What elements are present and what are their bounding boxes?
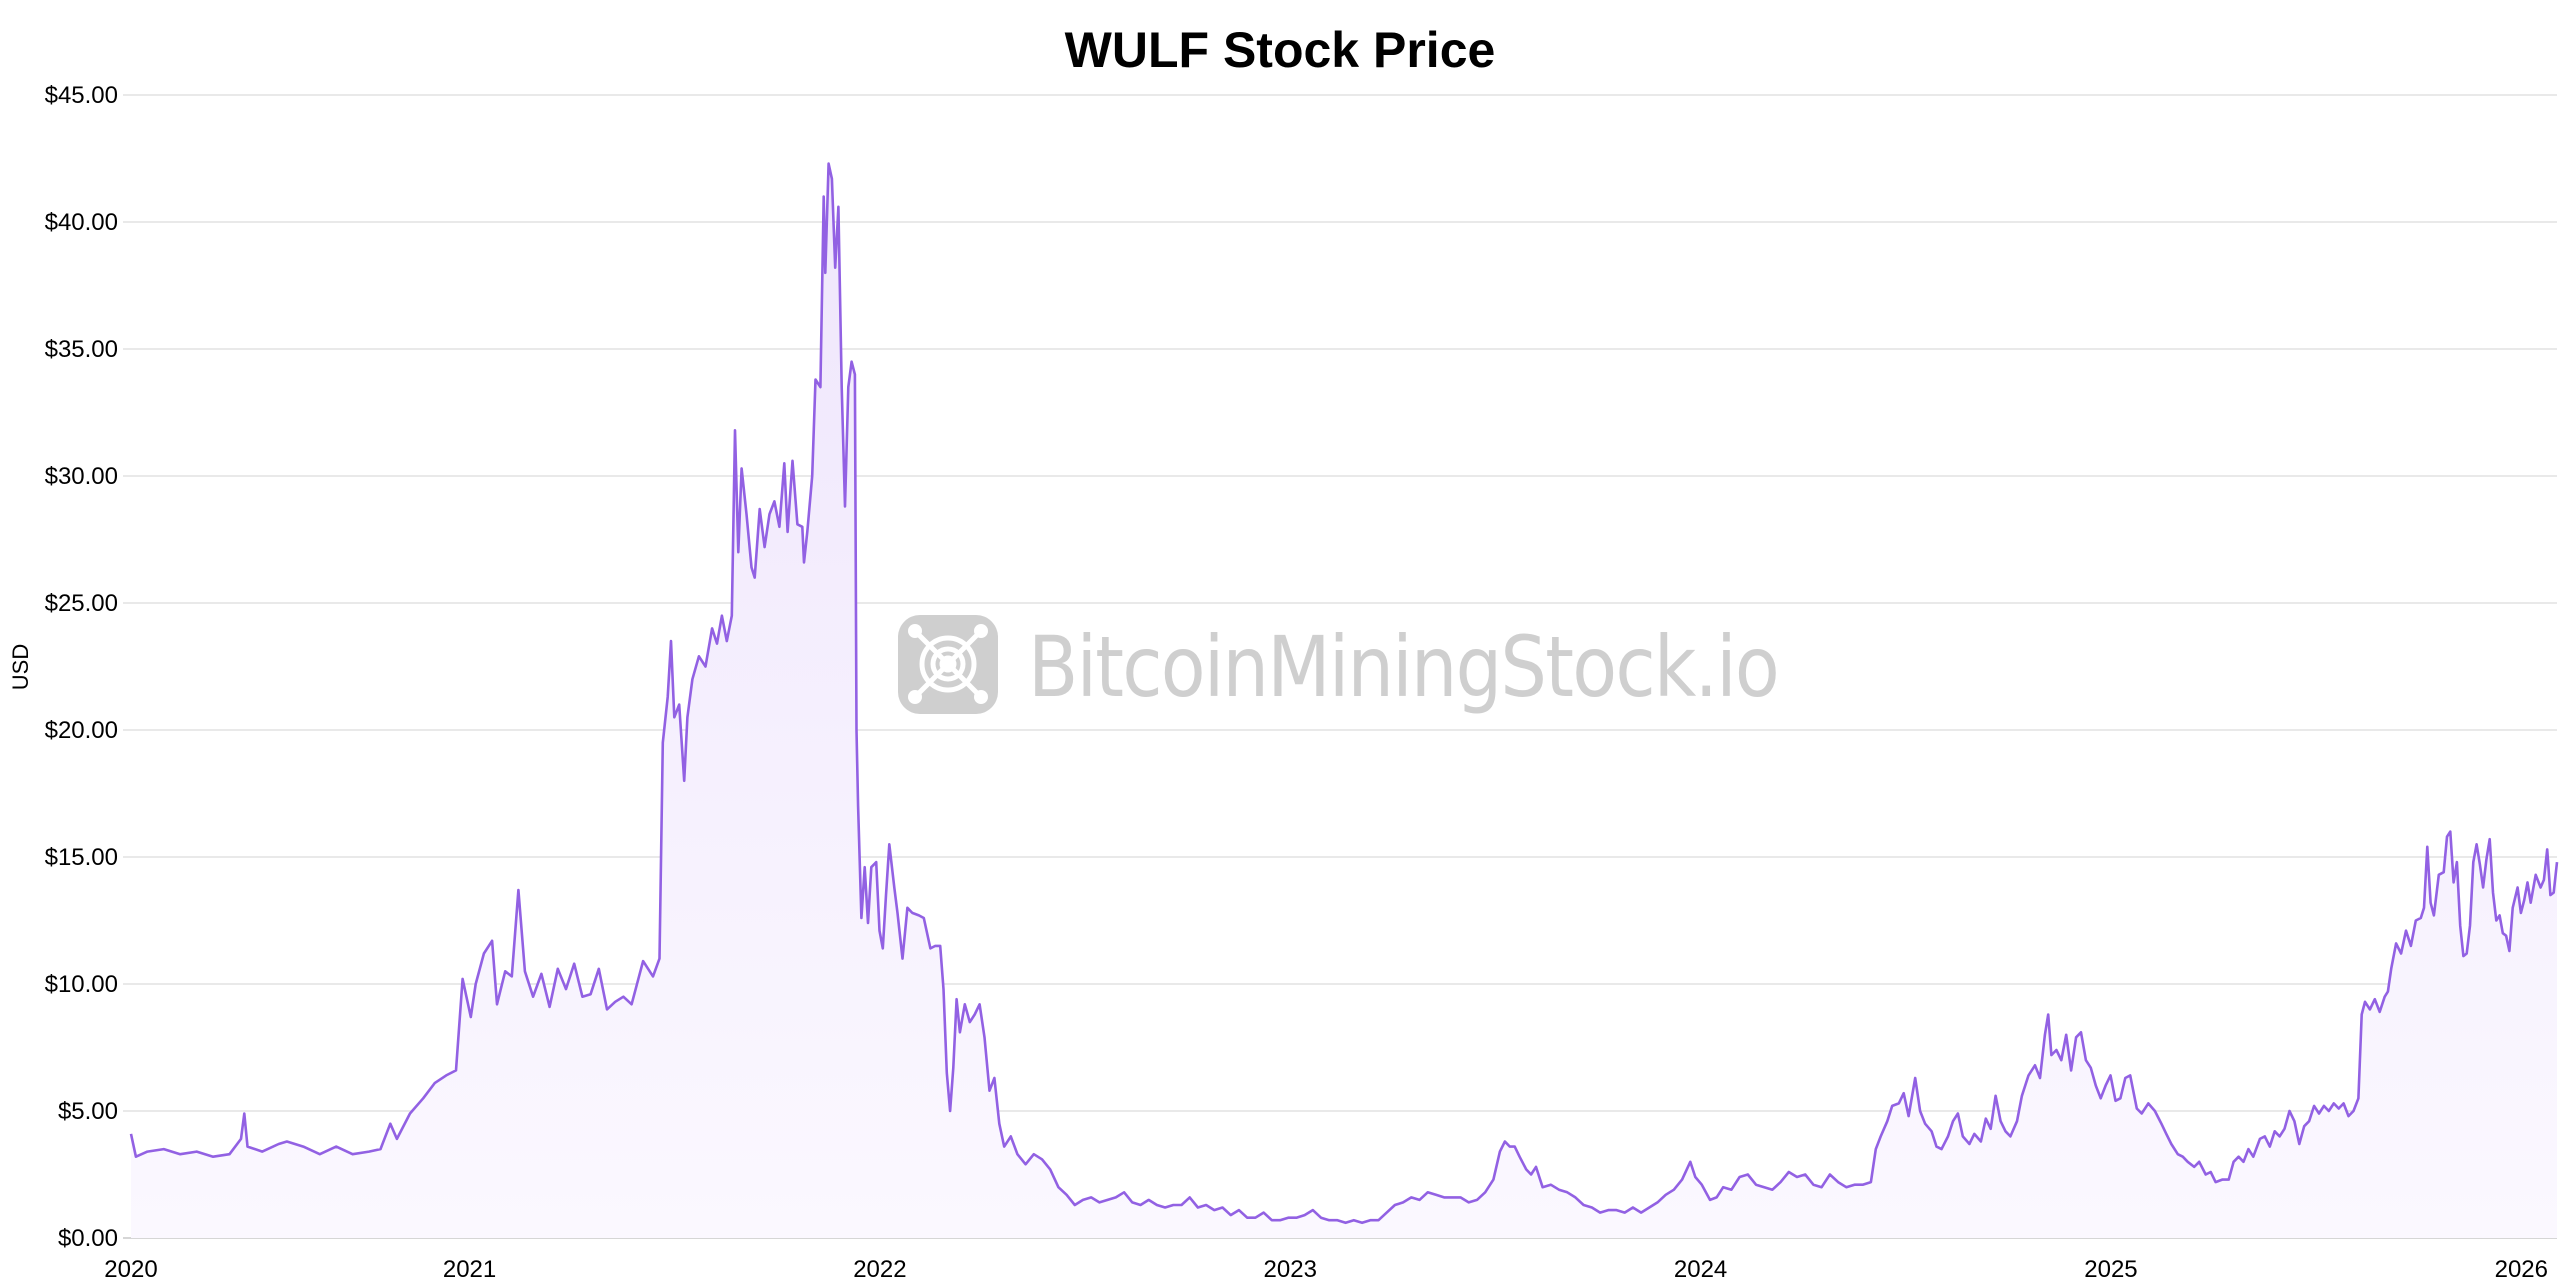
x-tick-label: 2025	[2084, 1256, 2137, 1280]
price-line	[129, 162, 2559, 1225]
y-tick-label: $10.00	[45, 971, 118, 998]
y-tick-label: $45.00	[45, 82, 118, 109]
y-tick-label: $25.00	[45, 590, 118, 617]
y-tick-label: $40.00	[45, 209, 118, 236]
x-tick-label: 2023	[1264, 1256, 1317, 1280]
y-axis-ticks: $0.00 $5.00 $10.00 $15.00 $20.00 $25.00 $30.00…	[45, 82, 118, 1252]
y-tick-label: $5.00	[58, 1098, 118, 1125]
price-area-fill	[131, 163, 2557, 1239]
watermark-text: BitcoinMiningStock.io	[1028, 618, 1778, 716]
x-tick-label: 2020	[104, 1256, 157, 1280]
y-tick-label: $15.00	[45, 844, 118, 871]
y-tick-label: $20.00	[45, 717, 118, 744]
y-tick-label: $30.00	[45, 463, 118, 490]
x-tick-label: 2026	[2495, 1256, 2548, 1280]
watermark-logo-glyph	[914, 630, 982, 698]
x-tick-label: 2024	[1674, 1256, 1727, 1280]
x-tick-label: 2022	[853, 1256, 906, 1280]
x-tick-label: 2021	[443, 1256, 496, 1280]
y-tick-label: $35.00	[45, 336, 118, 363]
watermark-logo-nodes	[908, 624, 988, 704]
x-axis-ticks: 2020 2021 2022 2023 2024 2025 2026	[104, 1256, 2548, 1280]
y-axis-label: USD	[8, 644, 33, 690]
watermark: BitcoinMiningStock.io	[898, 615, 1780, 716]
chart-title: WULF Stock Price	[1065, 22, 1496, 78]
y-tick-label: $0.00	[58, 1225, 118, 1252]
